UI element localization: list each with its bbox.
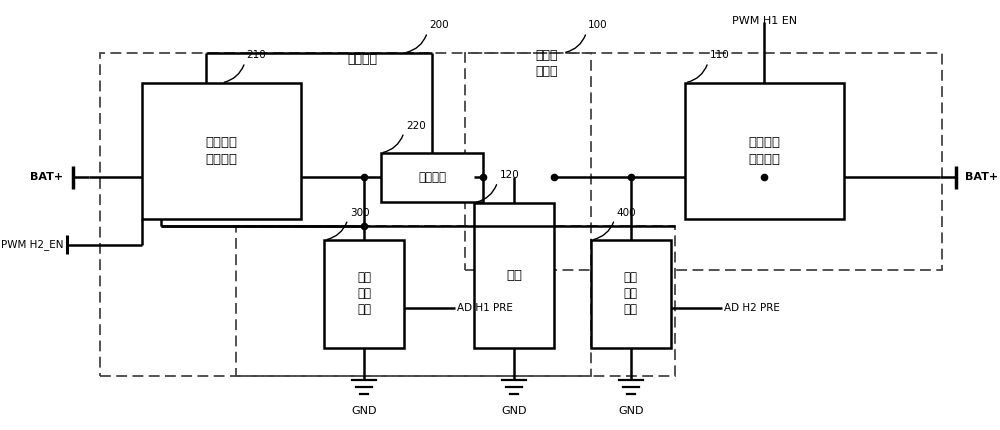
Text: 检测电路: 检测电路 bbox=[348, 53, 378, 66]
Text: 第一
采样
电路: 第一 采样 电路 bbox=[357, 271, 371, 316]
Text: 220: 220 bbox=[406, 120, 426, 131]
Text: 200: 200 bbox=[429, 21, 449, 31]
Text: 第二信号
控制开关: 第二信号 控制开关 bbox=[205, 136, 237, 166]
Bar bbox=[591, 240, 671, 348]
Text: 100: 100 bbox=[588, 21, 608, 31]
Bar bbox=[324, 240, 404, 348]
Bar bbox=[474, 203, 554, 348]
Bar bbox=[685, 83, 844, 218]
Bar bbox=[100, 53, 591, 376]
Text: AD H1 PRE: AD H1 PRE bbox=[457, 303, 513, 313]
Text: GND: GND bbox=[618, 405, 644, 416]
Text: 采样电阻: 采样电阻 bbox=[418, 171, 446, 184]
Text: GND: GND bbox=[501, 405, 527, 416]
Text: 负载输
出电路: 负载输 出电路 bbox=[535, 49, 557, 78]
Text: BAT+: BAT+ bbox=[965, 172, 998, 182]
Text: 210: 210 bbox=[247, 50, 266, 60]
Text: GND: GND bbox=[351, 405, 377, 416]
Text: 第二
采样
电路: 第二 采样 电路 bbox=[624, 271, 638, 316]
Text: 300: 300 bbox=[350, 208, 369, 218]
Bar bbox=[236, 226, 675, 376]
Text: 第一信号
控制开关: 第一信号 控制开关 bbox=[748, 136, 780, 166]
Text: 负载: 负载 bbox=[506, 269, 522, 282]
Text: AD H2 PRE: AD H2 PRE bbox=[724, 303, 780, 313]
Text: BAT+: BAT+ bbox=[30, 172, 63, 182]
Bar bbox=[381, 153, 483, 202]
Bar bbox=[142, 83, 301, 218]
Bar bbox=[465, 53, 942, 270]
Text: PWM H1 EN: PWM H1 EN bbox=[732, 16, 797, 26]
Text: 400: 400 bbox=[616, 208, 636, 218]
Text: PWM H2_EN: PWM H2_EN bbox=[1, 239, 63, 250]
Text: 110: 110 bbox=[710, 50, 730, 60]
Text: 120: 120 bbox=[499, 170, 519, 180]
